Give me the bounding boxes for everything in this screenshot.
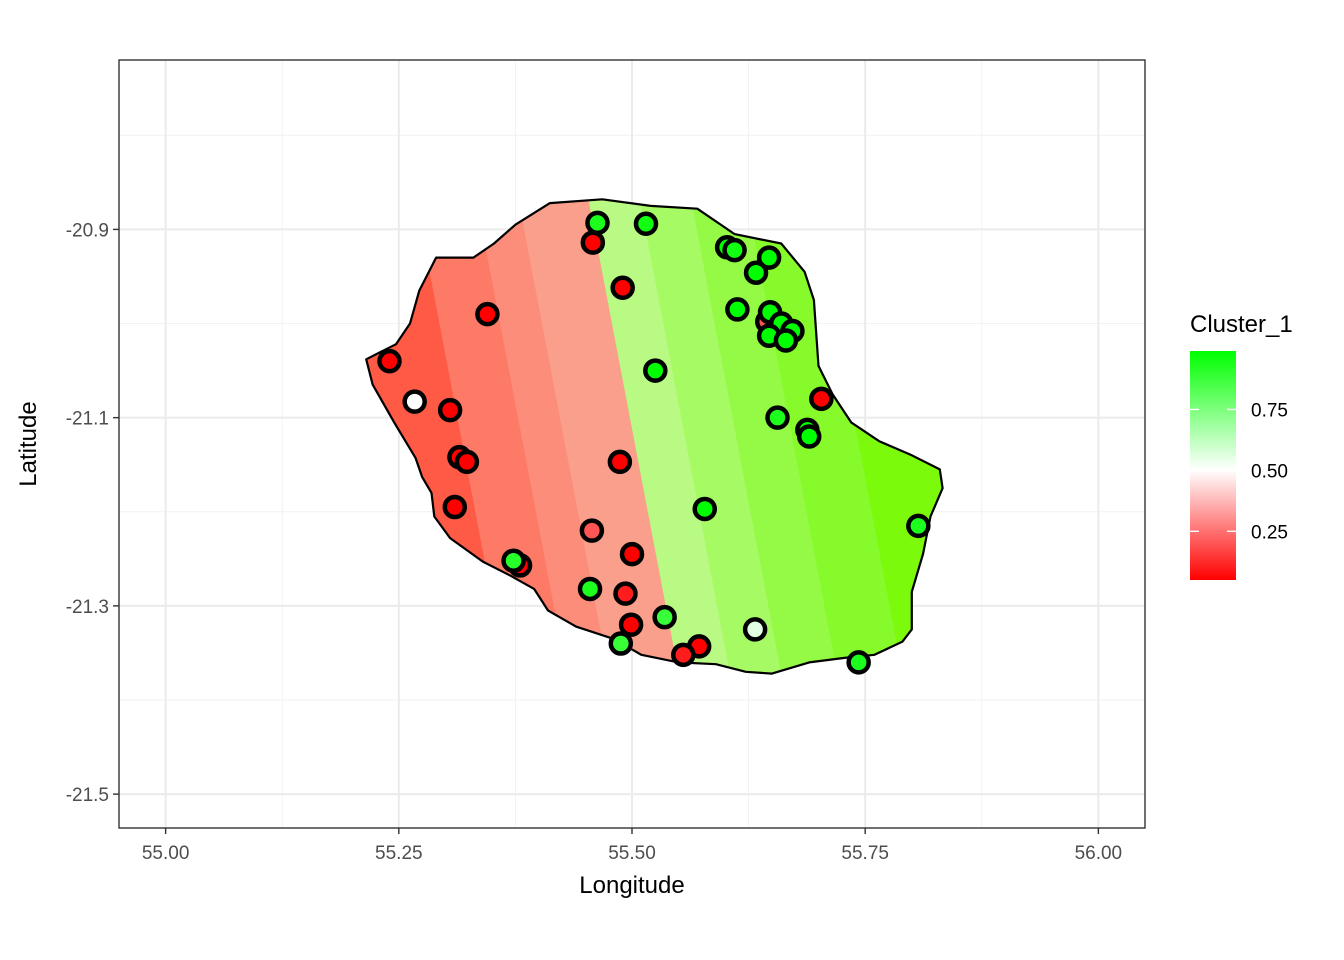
- x-tick-label: 55.25: [375, 843, 423, 864]
- observation-point: [643, 358, 668, 383]
- legend-ticks: 0.25 0.50 0.75: [1190, 400, 1288, 543]
- legend-tick-label: 0.75: [1251, 400, 1288, 421]
- observation-point: [906, 513, 931, 539]
- observation-point: [722, 237, 747, 263]
- surface-band: [637, 199, 785, 674]
- observation-point: [692, 496, 718, 522]
- y-tick-label: -20.9: [66, 220, 109, 241]
- observation-point: [619, 541, 645, 567]
- observation-point: [742, 617, 768, 642]
- observation-point: [652, 604, 677, 630]
- surface-band: [474, 199, 613, 674]
- observation-point: [846, 650, 871, 675]
- observation-point: [610, 275, 635, 301]
- observation-point: [671, 642, 696, 668]
- y-axis-title: Latitude: [15, 401, 42, 486]
- observation-point: [501, 548, 526, 573]
- observation-point: [756, 245, 782, 270]
- x-tick-label: 55.75: [841, 843, 889, 864]
- observation-point: [377, 348, 402, 374]
- legend-colorbar: [1190, 351, 1236, 580]
- x-tick-label: 56.00: [1075, 843, 1123, 864]
- x-axis-title: Longitude: [579, 872, 684, 899]
- island-outline: [365, 198, 944, 675]
- observation-point: [773, 328, 799, 353]
- y-axis: -20.9 -21.1 -21.3 -21.5: [66, 220, 119, 806]
- observation-point: [608, 631, 634, 656]
- observation-point: [454, 449, 480, 475]
- observation-point: [633, 211, 659, 237]
- x-tick-label: 55.00: [142, 843, 190, 864]
- observation-point: [613, 581, 638, 606]
- observation-point: [577, 576, 603, 602]
- observation-point: [579, 518, 605, 543]
- y-tick-label: -21.3: [66, 597, 109, 618]
- observation-point: [437, 397, 463, 423]
- observation-point: [796, 424, 822, 449]
- legend-tick-label: 0.25: [1251, 522, 1288, 543]
- observation-point: [475, 301, 500, 327]
- x-tick-label: 55.50: [608, 843, 656, 864]
- y-tick-label: -21.1: [66, 409, 109, 430]
- observation-point: [618, 612, 644, 637]
- surface-band: [744, 199, 906, 674]
- observation-point: [442, 494, 468, 520]
- legend-title: Cluster_1: [1190, 311, 1293, 338]
- y-tick-label: -21.5: [66, 785, 109, 806]
- legend: Cluster_1 0.25 0.50 0.75: [1190, 311, 1293, 580]
- surface-band: [585, 199, 734, 674]
- observation-point: [580, 230, 606, 255]
- observation-point: [765, 405, 790, 430]
- x-axis: 55.00 55.25 55.50 55.75 56.00: [142, 828, 1122, 864]
- observation-point: [725, 297, 750, 322]
- observation-point: [402, 389, 427, 414]
- observation-point: [607, 449, 633, 475]
- observation-point: [585, 210, 610, 236]
- legend-tick-label: 0.50: [1251, 461, 1288, 482]
- observation-points: [377, 210, 931, 675]
- observation-point: [743, 260, 769, 285]
- observation-point: [809, 386, 834, 412]
